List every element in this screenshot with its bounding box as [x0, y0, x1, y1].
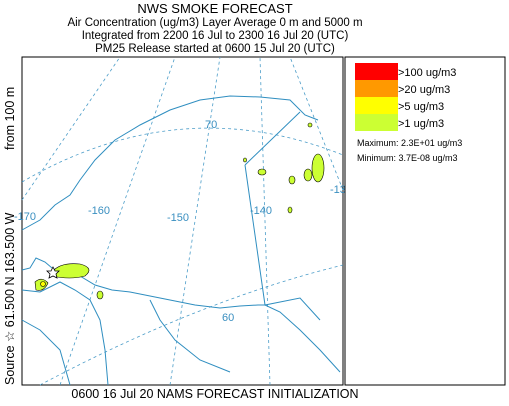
legend-swatch	[355, 97, 398, 114]
legend-swatch	[355, 63, 398, 80]
source-star	[46, 266, 60, 279]
legend-swatch	[355, 114, 398, 131]
height-label: from 100 m	[3, 87, 17, 150]
longitude-label: -170	[14, 211, 36, 223]
minimum: Minimum: 3.7E-08 ug/m3	[357, 153, 458, 163]
latitude-label: 60	[222, 312, 234, 324]
maximum: Maximum: 2.3E+01 ug/m3	[357, 138, 462, 148]
subtitle: PM25 Release started at 0600 15 Jul 20 (…	[95, 43, 335, 55]
legend-label: >1 ug/m3	[398, 118, 444, 130]
legend-label: >20 ug/m3	[398, 84, 450, 96]
source-label: Source ☆ 61.500 N 163.500 W	[3, 212, 17, 385]
footer: 0600 16 Jul 20 NAMS FORECAST INITIALIZAT…	[71, 387, 358, 401]
subtitle: Integrated from 2200 16 Jul to 2300 16 J…	[82, 30, 349, 42]
map	[21, 56, 344, 386]
longitude-label: -160	[88, 205, 110, 217]
map-frame	[21, 56, 344, 386]
legend-label: >100 ug/m3	[398, 67, 456, 79]
legend-label: >5 ug/m3	[398, 101, 444, 113]
legend-swatch	[355, 80, 398, 97]
subtitle: Air Concentration (ug/m3) Layer Average …	[67, 17, 362, 29]
smoke-plume	[34, 122, 325, 300]
latitude-label: 70	[205, 119, 217, 131]
longitude-label: -150	[167, 212, 189, 224]
longitude-label: -140	[250, 205, 272, 217]
title: NWS SMOKE FORECAST	[137, 1, 292, 16]
